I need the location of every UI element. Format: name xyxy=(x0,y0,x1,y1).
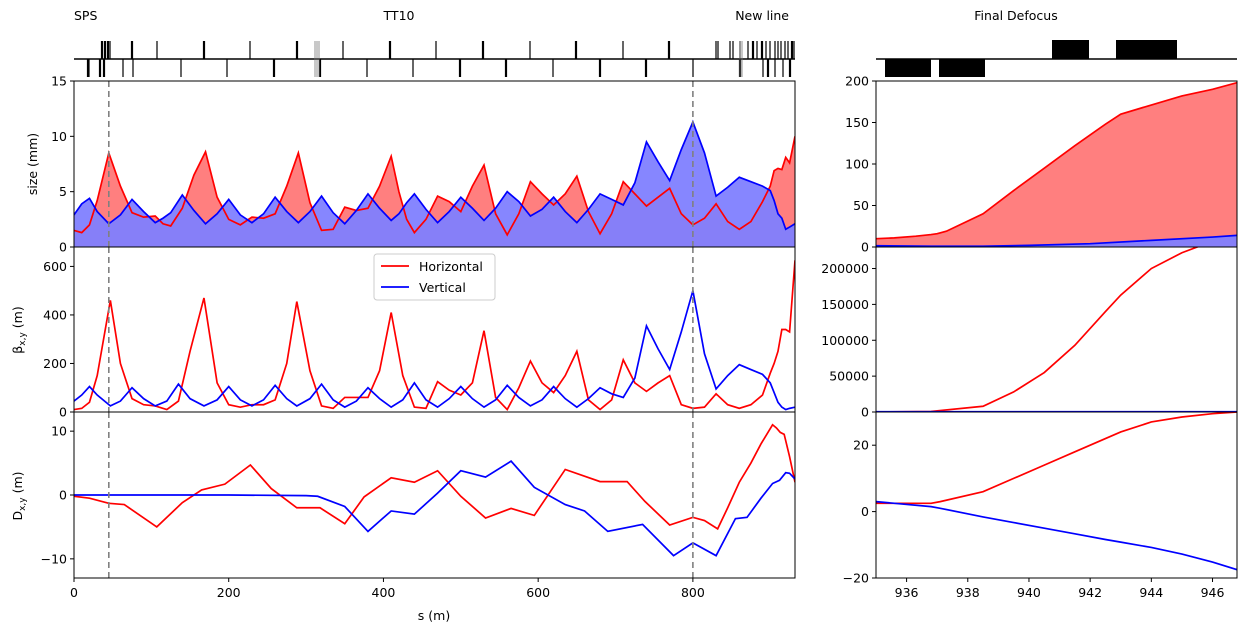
ytick-label: 150000 xyxy=(821,297,869,312)
xtick-label: 800 xyxy=(681,585,705,600)
ytick-label: 50 xyxy=(853,198,869,213)
xtick-label: 946 xyxy=(1201,585,1225,600)
magnet-block xyxy=(1116,40,1177,59)
legend: Horizontal Vertical xyxy=(373,253,496,301)
series-line-horizontal xyxy=(876,81,1237,240)
lattice-diagram-right xyxy=(876,40,1237,77)
axes-frame xyxy=(875,411,1238,579)
ytick-label: 600 xyxy=(43,259,67,274)
ytick-label: 15 xyxy=(51,74,67,89)
header-final-defocus: Final Defocus xyxy=(974,8,1057,23)
panel-beta-right: 0 50000 100000 150000 200000 xyxy=(821,246,1238,420)
ytick-label: 150 xyxy=(845,115,869,130)
series-line-vertical xyxy=(876,500,1237,571)
ytick-label: 200 xyxy=(43,356,67,371)
series-line-horizontal xyxy=(74,423,795,531)
ytick-label: 100000 xyxy=(821,333,869,348)
ytick-label: 50000 xyxy=(829,369,869,384)
xtick-label: 940 xyxy=(1017,585,1041,600)
ytick-label: 0 xyxy=(59,240,67,255)
series-line-vertical xyxy=(74,460,795,557)
magnet-block xyxy=(939,59,985,77)
series-line-horizontal xyxy=(876,412,1237,505)
xtick-label: 600 xyxy=(526,585,550,600)
series-line-vertical xyxy=(74,119,795,231)
xtick-label: 942 xyxy=(1078,585,1102,600)
ytick-label: 0 xyxy=(59,405,67,420)
ytick-label: 100 xyxy=(845,157,869,172)
axes-frame xyxy=(875,246,1238,413)
area-horizontal xyxy=(876,82,1237,247)
ytick-label: 10 xyxy=(51,424,67,439)
area-vertical xyxy=(74,121,795,247)
panel-size-right: 0 50 100 150 200 xyxy=(845,74,1238,255)
series-line-horizontal xyxy=(74,136,795,237)
area-vertical xyxy=(876,235,1237,247)
series-line-horizontal xyxy=(876,247,1200,412)
ytick-label: 20 xyxy=(853,438,869,453)
magnet-block xyxy=(885,59,931,77)
xlabel-s: s (m) xyxy=(418,608,450,623)
header-sps: SPS xyxy=(74,8,97,23)
magnet-block xyxy=(1052,40,1089,59)
ytick-label: 0 xyxy=(861,504,869,519)
xtick-label: 944 xyxy=(1139,585,1163,600)
header-new-line: New line xyxy=(735,8,789,23)
ytick-label: −10 xyxy=(41,551,67,566)
ytick-label: 200000 xyxy=(821,261,869,276)
panel-dispersion-right: −20 0 20 936 938 940 942 944 946 xyxy=(843,411,1238,600)
series-line-vertical xyxy=(74,290,795,411)
xtick-label: 200 xyxy=(217,585,241,600)
ytick-label: 400 xyxy=(43,307,67,322)
ylabel-size: size (mm) xyxy=(25,133,40,195)
panel-size-left: 0 5 10 15 xyxy=(51,74,796,255)
ytick-label: 0 xyxy=(59,488,67,503)
xtick-label: 938 xyxy=(956,585,980,600)
legend-horizontal: Horizontal xyxy=(419,259,483,274)
xtick-label: 936 xyxy=(895,585,919,600)
xtick-label: 400 xyxy=(372,585,396,600)
ytick-label: 200 xyxy=(845,74,869,89)
ytick-label: 10 xyxy=(51,129,67,144)
panel-beta-left: 0 200 400 600 xyxy=(43,246,796,420)
ytick-label: −20 xyxy=(843,571,869,586)
legend-vertical: Vertical xyxy=(419,280,466,295)
ylabel-dispersion: Dx,y (m) xyxy=(10,471,28,520)
lattice-diagram-left xyxy=(74,41,795,77)
series-line-vertical xyxy=(876,234,1237,247)
xtick-label: 0 xyxy=(70,585,78,600)
header-tt10: TT10 xyxy=(383,8,415,23)
ylabel-beta: βx,y (m) xyxy=(10,306,28,353)
ytick-label: 0 xyxy=(861,405,869,420)
ytick-label: 0 xyxy=(861,240,869,255)
ytick-label: 5 xyxy=(59,184,67,199)
